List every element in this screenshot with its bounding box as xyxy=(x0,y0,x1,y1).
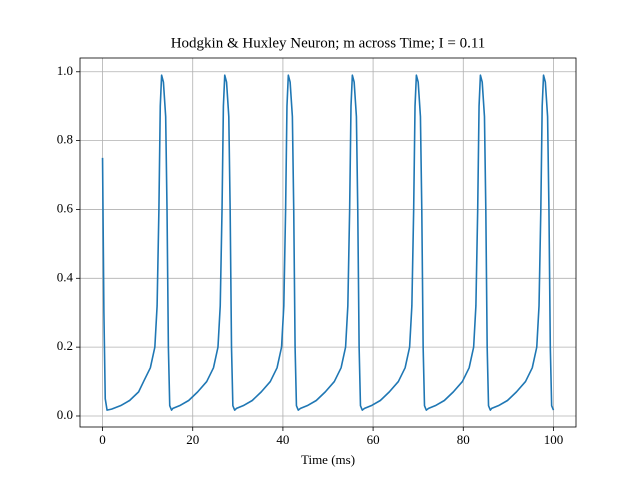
y-tick-label: 0.2 xyxy=(57,338,73,353)
chart-title: Hodgkin & Huxley Neuron; m across Time; … xyxy=(171,35,486,51)
x-tick-label: 20 xyxy=(186,432,199,447)
y-tick-label: 0.8 xyxy=(57,132,73,147)
y-tick-label: 1.0 xyxy=(57,63,73,78)
plot-frame xyxy=(79,57,577,428)
y-tick-label: 0.4 xyxy=(57,269,74,284)
y-tick-label: 0.6 xyxy=(57,200,74,215)
x-tick-label: 60 xyxy=(367,432,380,447)
x-tick-label: 100 xyxy=(544,432,564,447)
y-tick-label: 0.0 xyxy=(57,407,73,422)
x-tick-label: 40 xyxy=(276,432,289,447)
data-line xyxy=(101,74,555,411)
x-axis-label: Time (ms) xyxy=(301,452,355,467)
x-tick-label: 80 xyxy=(457,432,470,447)
x-tick-label: 0 xyxy=(99,432,106,447)
